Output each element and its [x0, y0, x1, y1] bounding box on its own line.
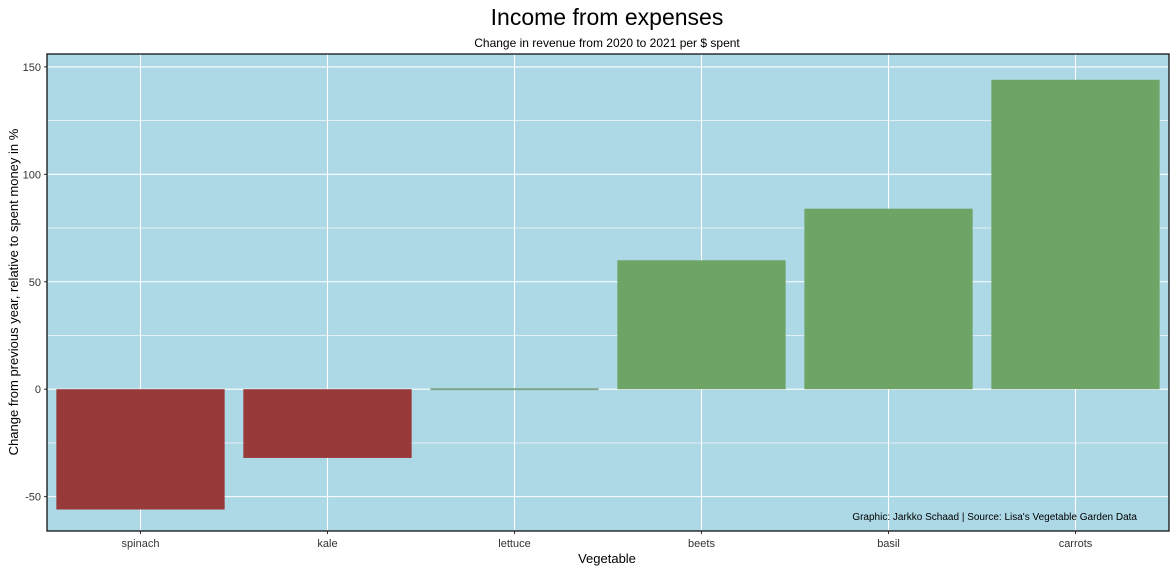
chart-subtitle: Change in revenue from 2020 to 2021 per …	[474, 36, 740, 50]
plot-panel: -50 0 50 100 150 spinach kale lettuce beets basil…	[23, 53, 1170, 550]
bar-beets	[617, 260, 786, 390]
x-tick-label: beets	[688, 538, 715, 550]
bar-basil	[804, 208, 973, 390]
bar-lettuce	[430, 388, 599, 391]
plot-background	[47, 54, 1169, 531]
x-tick-label: spinach	[122, 538, 160, 550]
x-tick-label: basil	[877, 538, 900, 550]
chart-caption: Graphic: Jarkko Schaad | Source: Lisa's …	[852, 512, 1137, 523]
x-tick-label: kale	[317, 538, 337, 550]
bar-carrots	[991, 79, 1160, 390]
bar-kale	[243, 389, 412, 458]
y-tick-label: 100	[23, 169, 41, 181]
bar-spinach	[56, 389, 225, 510]
y-axis-label: Change from previous year, relative to s…	[6, 128, 21, 455]
chart-title: Income from expenses	[491, 4, 724, 30]
y-tick-label: 0	[35, 384, 41, 396]
y-tick-label: 50	[29, 277, 41, 289]
x-tick-label: carrots	[1059, 538, 1093, 550]
plot-border	[46, 53, 1170, 532]
x-axis-label: Vegetable	[578, 551, 636, 566]
y-tick-label: -50	[25, 492, 41, 504]
x-tick-label: lettuce	[498, 538, 530, 550]
y-tick-label: 150	[23, 62, 41, 74]
